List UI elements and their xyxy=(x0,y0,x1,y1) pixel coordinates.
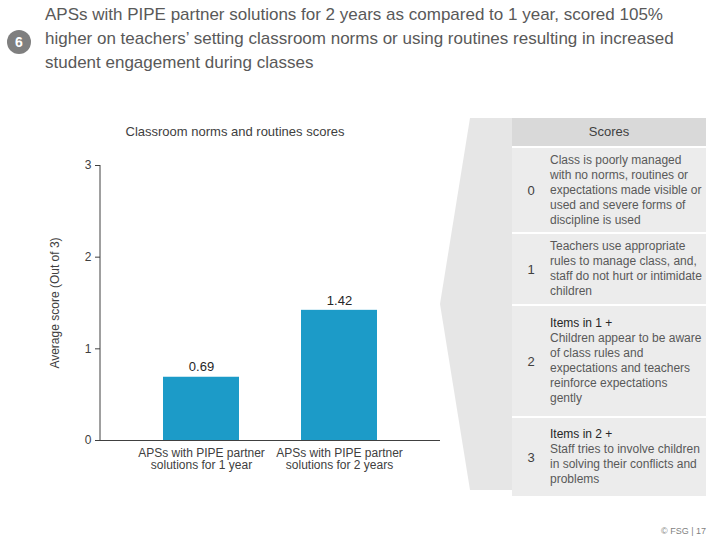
svg-text:0: 0 xyxy=(85,433,92,447)
html-text:Teachers use appropriate rules: Teachers use appropriate rules to manage… xyxy=(550,239,702,298)
html-text:Classroom norms and routines s: Classroom norms and routines scores xyxy=(125,124,345,139)
html-text:Scores: Scores xyxy=(588,124,630,139)
html-text:1: 1 xyxy=(527,261,535,277)
svg-text:0.69: 0.69 xyxy=(189,359,214,374)
svg-text:APSs with PIPE partnersolution: APSs with PIPE partnersolutions for 1 ye… xyxy=(138,446,265,472)
svg-text:1: 1 xyxy=(85,342,92,356)
svg-text:2: 2 xyxy=(85,250,92,264)
svg-text:3: 3 xyxy=(85,158,92,172)
html-text:Class is poorly managed with n: Class is poorly managed with no norms, r… xyxy=(550,152,702,227)
svg-text:1.42: 1.42 xyxy=(327,292,352,307)
html-text:Items in 2 +: Items in 2 + xyxy=(550,427,613,441)
html-text:Staff tries to involve childre: Staff tries to involve children in solvi… xyxy=(550,442,700,486)
html-text:2: 2 xyxy=(527,353,535,369)
html-text:0: 0 xyxy=(527,182,535,198)
html-text:3: 3 xyxy=(527,449,535,465)
html-text:Items in 1 +: Items in 1 + xyxy=(550,316,613,330)
html-text:APSs with PIPE partner solutio: APSs with PIPE partner solutions for 2 y… xyxy=(45,5,674,72)
html-text:© FSG | 17: © FSG | 17 xyxy=(661,526,706,536)
html-text:6: 6 xyxy=(15,34,23,50)
svg-text:APSs with PIPE partnersolution: APSs with PIPE partnersolutions for 2 ye… xyxy=(276,446,403,472)
svg-text:Average score (Out of 3): Average score (Out of 3) xyxy=(48,237,62,368)
html-text:Children appear to be aware of: Children appear to be aware of class rul… xyxy=(550,331,702,405)
